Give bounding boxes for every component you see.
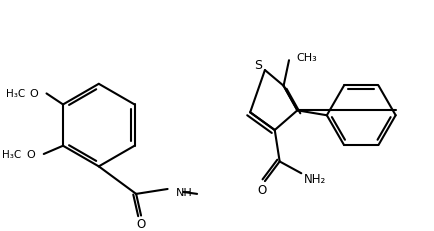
- Text: O: O: [30, 89, 38, 99]
- Text: H₃C: H₃C: [2, 149, 21, 159]
- Text: O: O: [257, 184, 266, 197]
- Text: S: S: [254, 58, 262, 71]
- Text: CH₃: CH₃: [297, 53, 318, 63]
- Text: H₃C: H₃C: [6, 89, 25, 99]
- Text: O: O: [26, 149, 35, 159]
- Text: NH: NH: [175, 187, 192, 197]
- Text: O: O: [136, 217, 146, 230]
- Text: NH₂: NH₂: [304, 172, 326, 185]
